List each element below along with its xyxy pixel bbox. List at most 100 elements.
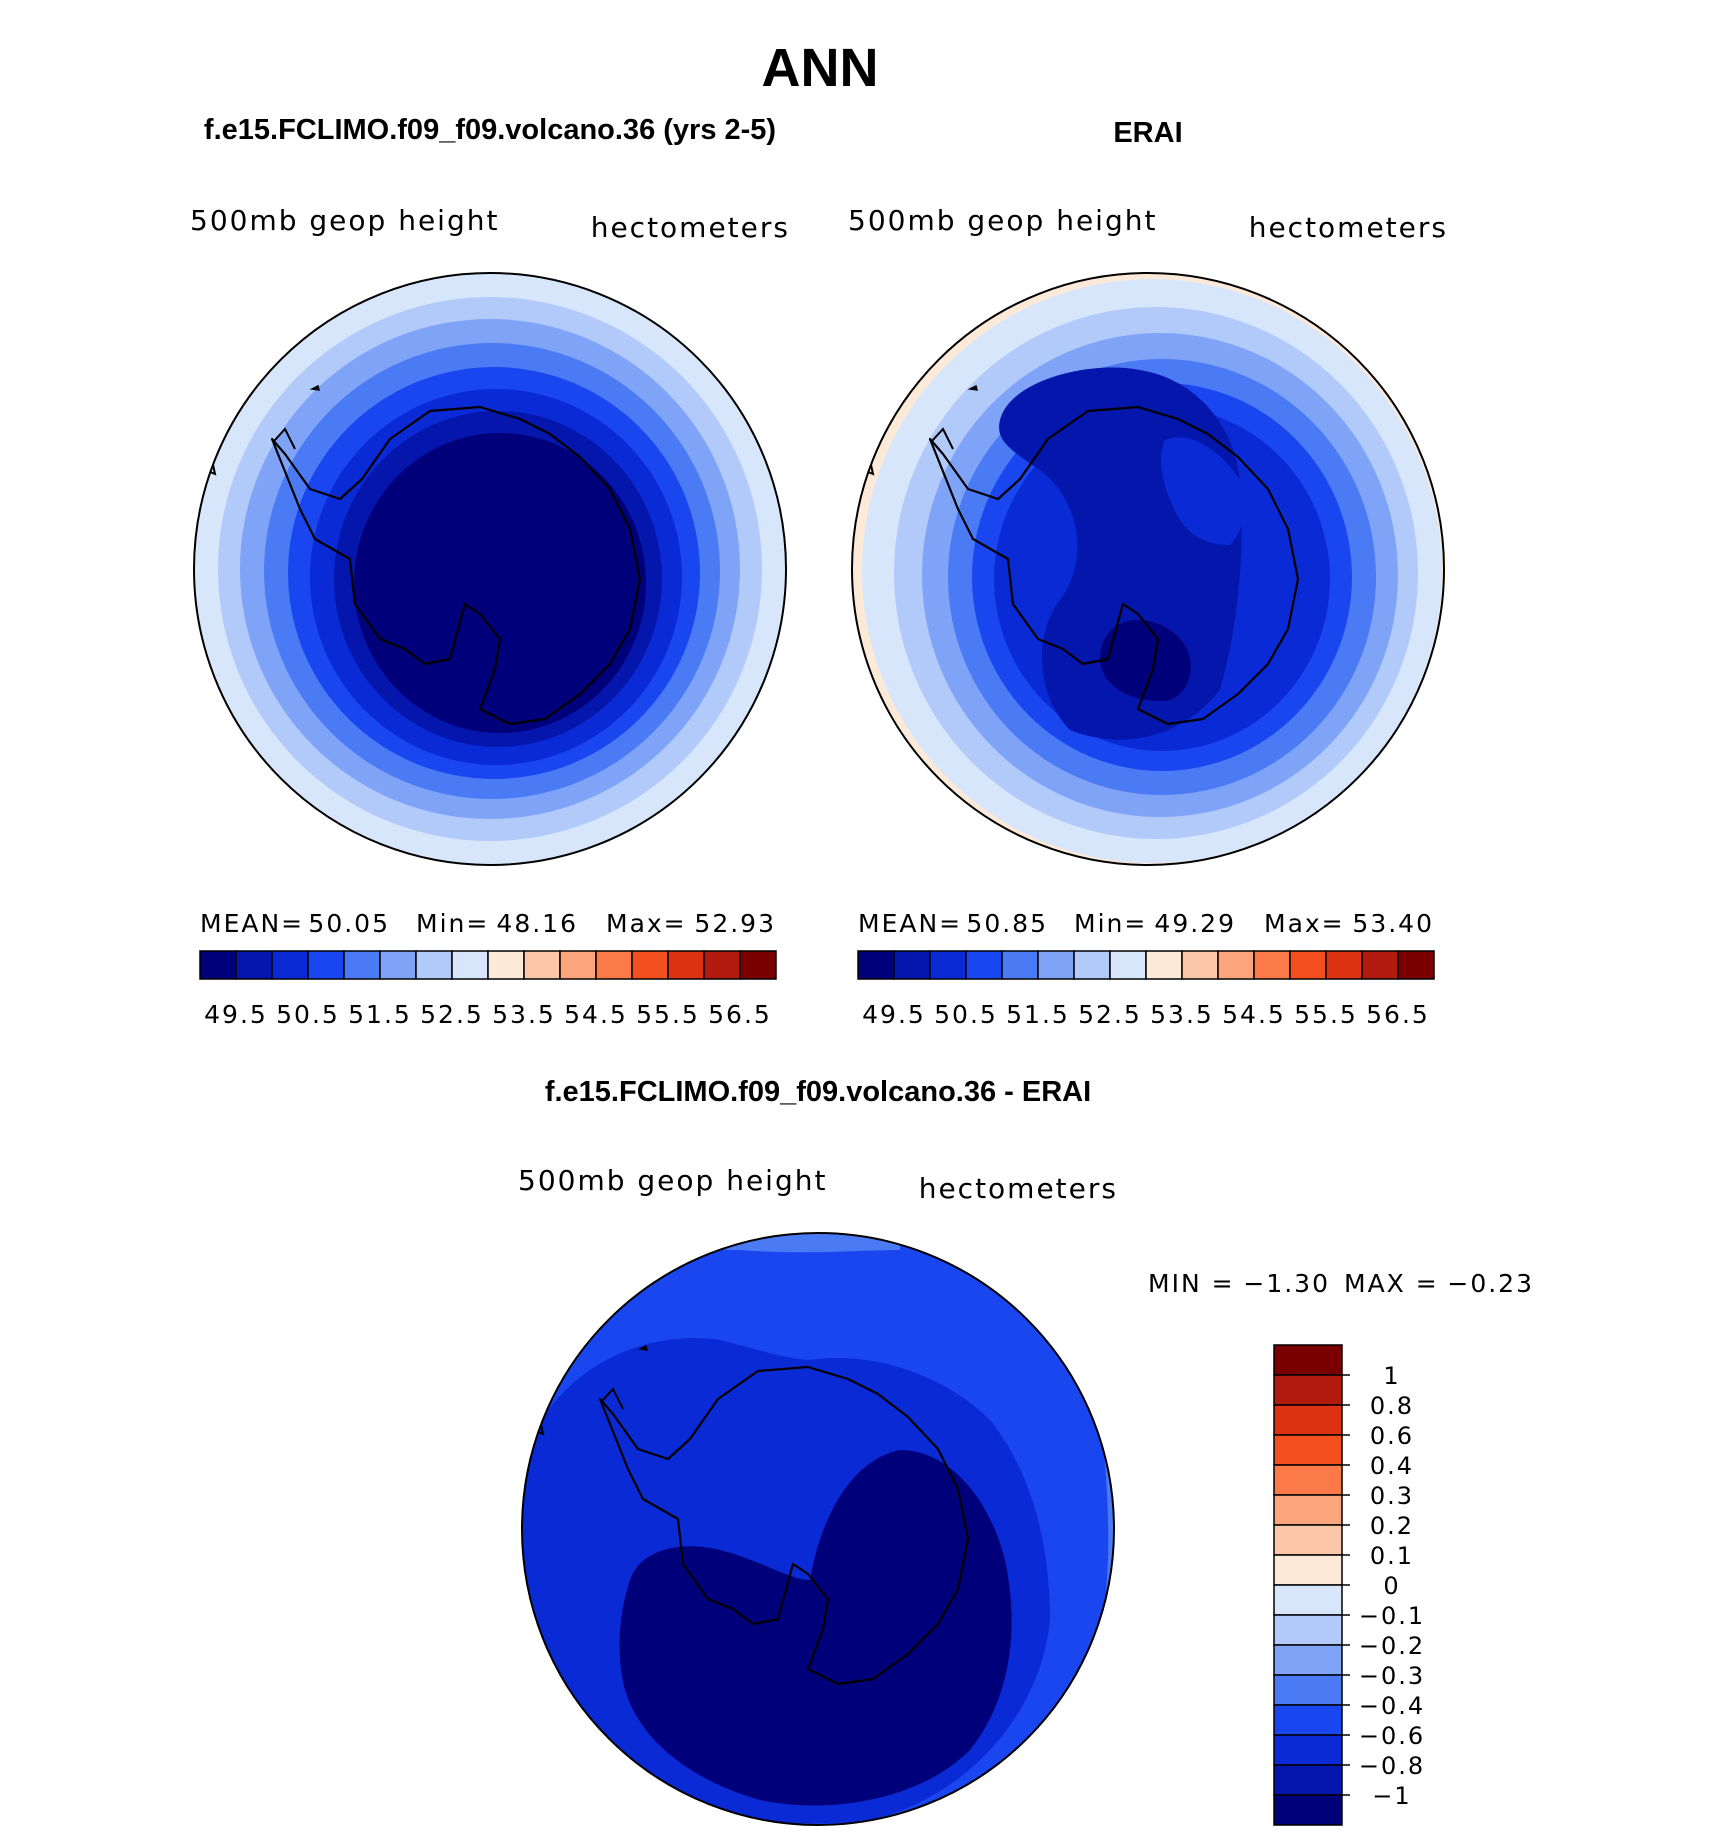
panel-obs-max: 53.40	[1352, 909, 1434, 938]
panel-obs-contour-cell-1	[1160, 437, 1246, 545]
panel-model-colorbar-swatch-8	[487, 950, 525, 980]
panel-diff-max-label: MAX =	[1344, 1269, 1439, 1298]
panel-obs: ERAI 500mb geop height hectometers MEAN=…	[848, 117, 1448, 1029]
panel-diff-colorbar-swatch-3	[1273, 1434, 1343, 1466]
panel-diff-colorbar-tick-label: −0.4	[1359, 1692, 1425, 1720]
panel-diff-max: −0.23	[1447, 1269, 1534, 1298]
panel-model-map-border	[193, 272, 787, 866]
panel-obs-colorbar-tick-label: 53.5	[1150, 1000, 1214, 1029]
panel-obs-colorbar-tick-label: 55.5	[1294, 1000, 1358, 1029]
panel-diff-variable: 500mb geop height	[518, 1164, 827, 1197]
panel-model-colorbar-tick-label: 55.5	[636, 1000, 700, 1029]
panel-diff-colorbar-swatch-8	[1273, 1584, 1343, 1616]
panel-obs-colorbar-swatch-6	[1073, 950, 1111, 980]
panel-diff-contour-cell-3	[560, 1233, 900, 1253]
panel-diff-colorbar-swatch-12	[1273, 1704, 1343, 1736]
panel-obs-colorbar-swatch-14	[1361, 950, 1399, 980]
panel-model-colorbar-swatch-13	[667, 950, 705, 980]
panel-diff-colorbar-tick-label: 0	[1383, 1572, 1400, 1600]
panel-model-colorbar-swatch-14	[703, 950, 741, 980]
panel-diff-colorbar-tick-label: −0.2	[1359, 1632, 1425, 1660]
panel-model-mean-label: MEAN=	[200, 909, 304, 938]
panel-model-colorbar-swatch-7	[451, 950, 489, 980]
panel-model-colorbar-tick-label: 53.5	[492, 1000, 556, 1029]
panel-obs-colorbar-swatch-1	[893, 950, 931, 980]
panel-model-colorbar-tick-label: 56.5	[708, 1000, 772, 1029]
panel-model-map	[194, 273, 786, 865]
panel-diff-colorbar-swatch-7	[1273, 1554, 1343, 1586]
panel-diff-colorbar-tick-label: 0.4	[1370, 1452, 1414, 1480]
panel-obs-colorbar-tick-label: 52.5	[1078, 1000, 1142, 1029]
panel-model-colorbar-swatch-3	[307, 950, 345, 980]
panel-obs-colorbar-tick-label: 54.5	[1222, 1000, 1286, 1029]
panel-model-colorbar-swatch-5	[379, 950, 417, 980]
panel-obs-colorbar-swatch-15	[1397, 950, 1435, 980]
panel-model-colorbar: 49.5 50.5 51.5 52.5 53.5 54.5 55.5 56.5	[199, 950, 777, 1029]
panel-diff-colorbar-swatch-2	[1273, 1404, 1343, 1436]
panel-obs-colorbar-swatch-12	[1289, 950, 1327, 980]
panel-diff-colorbar-tick-label: 0.2	[1370, 1512, 1414, 1540]
panel-obs-colorbar-swatch-8	[1145, 950, 1183, 980]
panel-diff-colorbar-swatch-15	[1273, 1794, 1343, 1826]
panel-model-contour-band-7	[354, 433, 646, 733]
panel-obs-colorbar-swatch-0	[857, 950, 895, 980]
panel-model-colorbar-swatch-11	[595, 950, 633, 980]
panel-obs-map-border	[851, 272, 1445, 866]
panel-obs-colorbar-swatch-9	[1181, 950, 1219, 980]
panel-obs-variable: 500mb geop height	[848, 204, 1157, 237]
panel-model-max: 52.93	[694, 909, 776, 938]
panel-obs-min-label: Min=	[1074, 909, 1147, 938]
panel-obs-colorbar-swatch-11	[1253, 950, 1291, 980]
panel-diff-units: hectometers	[919, 1172, 1118, 1205]
panel-obs-colorbar-tick-label: 49.5	[862, 1000, 926, 1029]
panel-obs-mean-label: MEAN=	[858, 909, 962, 938]
panel-obs-colorbar-swatch-5	[1037, 950, 1075, 980]
panel-obs-colorbar-swatch-4	[1001, 950, 1039, 980]
panel-diff-colorbar-tick-label: −0.8	[1359, 1752, 1425, 1780]
panel-model-units: hectometers	[591, 211, 790, 244]
panel-obs-colorbar: 49.5 50.5 51.5 52.5 53.5 54.5 55.5 56.5	[857, 950, 1435, 1029]
panel-obs-colorbar-swatch-3	[965, 950, 1003, 980]
panel-model-min: 48.16	[496, 909, 578, 938]
panel-diff-contour-cell-1	[619, 1450, 1012, 1806]
panel-model-colorbar-tick-label: 52.5	[420, 1000, 484, 1029]
panel-diff-colorbar-tick-label: 0.8	[1370, 1392, 1414, 1420]
panel-obs-colorbar-swatch-13	[1325, 950, 1363, 980]
panel-obs-units: hectometers	[1249, 211, 1448, 244]
panel-diff-colorbar-tick-label: −0.3	[1359, 1662, 1425, 1690]
panel-obs-colorbar-swatch-7	[1109, 950, 1147, 980]
panel-diff-colorbar-swatch-9	[1273, 1614, 1343, 1646]
panel-diff-colorbar-tick-label: 0.3	[1370, 1482, 1414, 1510]
panel-obs-colorbar-tick-label: 56.5	[1366, 1000, 1430, 1029]
panel-diff-colorbar-tick-label: −0.6	[1359, 1722, 1425, 1750]
panel-diff-colorbar-swatch-13	[1273, 1734, 1343, 1766]
panel-model-min-label: Min=	[416, 909, 489, 938]
panel-model: f.e15.FCLIMO.f09_f09.volcano.36 (yrs 2-5…	[190, 114, 790, 1029]
panel-model-colorbar-swatch-0	[199, 950, 237, 980]
panel-model-colorbar-swatch-2	[271, 950, 309, 980]
panel-model-colorbar-swatch-12	[631, 950, 669, 980]
panel-diff: f.e15.FCLIMO.f09_f09.volcano.36 - ERAI 5…	[518, 1076, 1534, 1826]
figure-title: ANN	[762, 38, 879, 98]
panel-obs-max-label: Max=	[1264, 909, 1345, 938]
panel-diff-colorbar-tick-label: 1	[1383, 1362, 1400, 1390]
panel-obs-colorbar-tick-label: 50.5	[934, 1000, 998, 1029]
panel-model-title: f.e15.FCLIMO.f09_f09.volcano.36 (yrs 2-5…	[204, 114, 776, 146]
panel-diff-colorbar-swatch-14	[1273, 1764, 1343, 1796]
panel-model-colorbar-swatch-6	[415, 950, 453, 980]
panel-model-colorbar-swatch-4	[343, 950, 381, 980]
panel-diff-colorbar-swatch-0	[1273, 1344, 1343, 1376]
panel-obs-mean: 50.85	[966, 909, 1048, 938]
panel-model-colorbar-swatch-1	[235, 950, 273, 980]
panel-obs-title: ERAI	[1113, 117, 1182, 149]
panel-model-colorbar-tick-label: 54.5	[564, 1000, 628, 1029]
panel-diff-colorbar-tick-label: 0.6	[1370, 1422, 1414, 1450]
panel-diff-map-border	[521, 1232, 1115, 1826]
panel-diff-title: f.e15.FCLIMO.f09_f09.volcano.36 - ERAI	[545, 1076, 1091, 1108]
panel-diff-colorbar-swatch-11	[1273, 1674, 1343, 1706]
panel-diff-colorbar-swatch-4	[1273, 1464, 1343, 1496]
panel-model-colorbar-swatch-10	[559, 950, 597, 980]
panel-diff-colorbar: 10.80.60.40.30.20.10−0.1−0.2−0.3−0.4−0.6…	[1273, 1344, 1425, 1826]
panel-diff-min-label: MIN =	[1148, 1269, 1235, 1298]
